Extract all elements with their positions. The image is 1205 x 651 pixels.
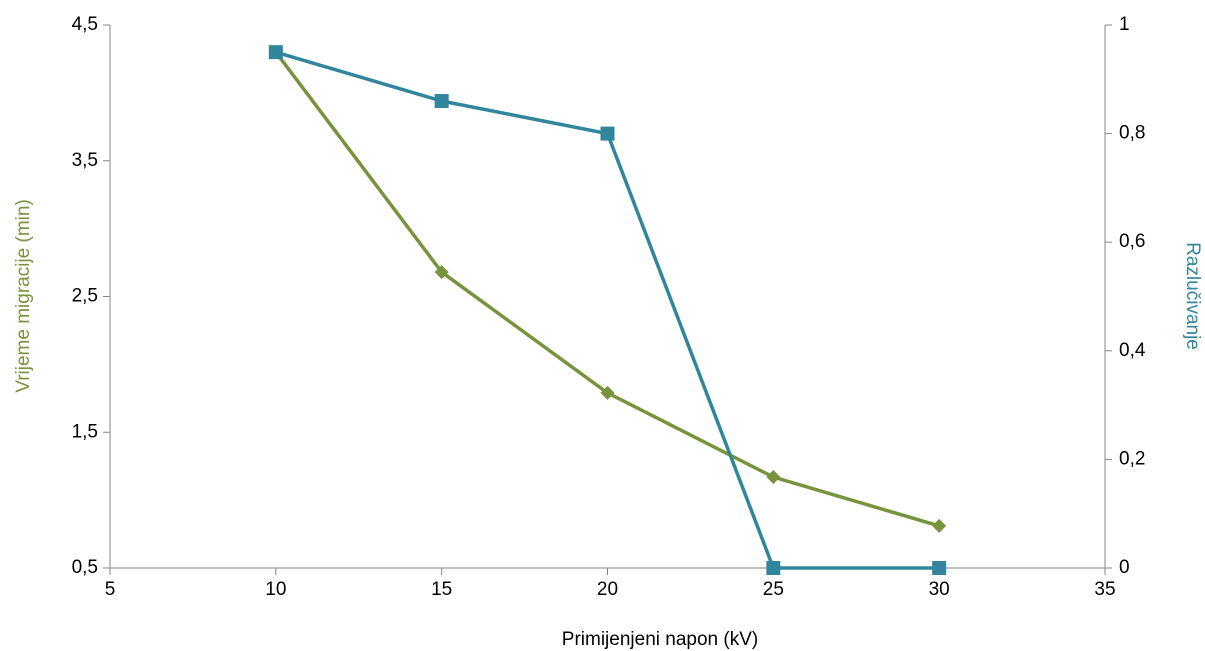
y-tick-label: 1,5: [72, 421, 98, 442]
marker: [932, 518, 947, 533]
x-tick-label: 20: [597, 579, 618, 600]
y2-tick-label: 0,6: [1119, 231, 1145, 252]
marker: [434, 94, 449, 109]
y2-axis-title: Razlučivanje: [1182, 242, 1203, 350]
y2-tick-label: 0,4: [1119, 340, 1146, 361]
marker: [434, 265, 449, 280]
marker: [600, 385, 615, 400]
x-tick-label: 35: [1094, 579, 1115, 600]
y2-tick-label: 0,2: [1119, 448, 1145, 469]
x-tick-label: 10: [265, 579, 286, 600]
x-tick-label: 15: [431, 579, 452, 600]
marker: [932, 561, 947, 575]
x-tick-label: 30: [929, 579, 950, 600]
y2-tick-label: 0,8: [1119, 123, 1145, 144]
marker: [600, 126, 615, 141]
y2-tick-label: 1: [1119, 14, 1130, 35]
y2-tick-label: 0: [1119, 557, 1130, 578]
y-tick-label: 3,5: [72, 150, 98, 171]
y-tick-label: 2,5: [72, 286, 98, 307]
y-tick-label: 0,5: [72, 557, 98, 578]
marker: [268, 45, 283, 60]
x-tick-label: 25: [763, 579, 784, 600]
y-tick-label: 4,5: [72, 14, 98, 35]
y-axis-title: Vrijeme migracije (min): [13, 199, 34, 393]
marker: [766, 561, 781, 575]
marker: [766, 470, 781, 485]
x-tick-label: 5: [105, 579, 116, 600]
x-axis-title: Primijenjeni napon (kV): [562, 629, 758, 650]
series-line: [274, 51, 940, 528]
